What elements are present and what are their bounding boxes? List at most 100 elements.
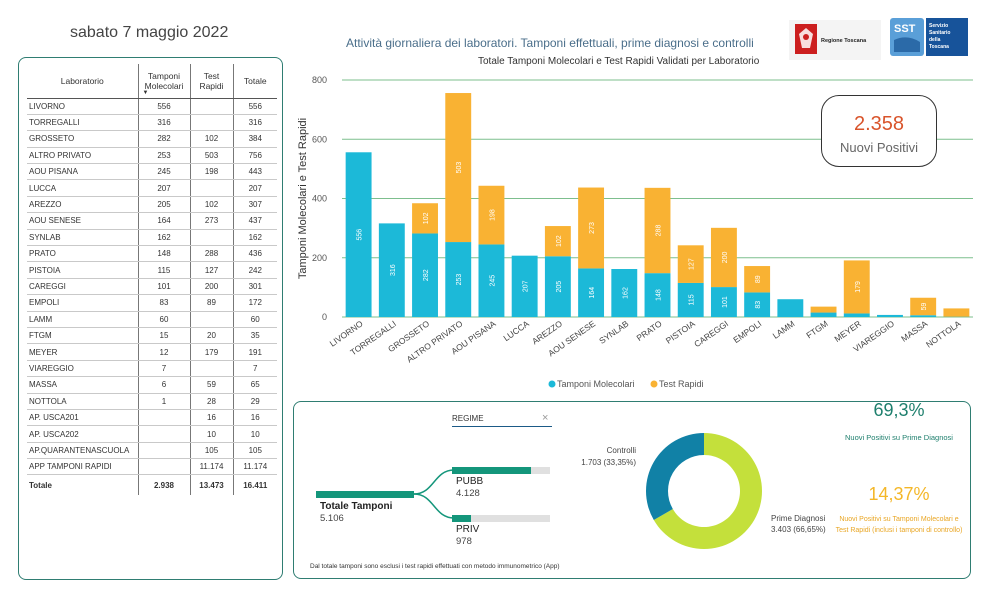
- table-row[interactable]: PISTOIA 115 127 242: [27, 261, 277, 279]
- positives-on-tests-label: Nuovi Positivi su Tamponi Molecolari e T…: [835, 516, 963, 534]
- bar-molecolari[interactable]: [544, 256, 571, 317]
- table-row[interactable]: VIAREGGIO 7 7: [27, 360, 277, 378]
- bar-molecolari[interactable]: [478, 244, 505, 317]
- table-row[interactable]: APP TAMPONI RAPIDI 11.174 11.174: [27, 458, 277, 476]
- cell-molecolari: 115: [138, 261, 191, 279]
- bar-molecolari[interactable]: [445, 242, 472, 317]
- x-tick-label: LAMM: [771, 318, 797, 340]
- bar-test-rapidi[interactable]: [478, 185, 505, 245]
- cell-totale: 384: [233, 130, 277, 148]
- bar-test-rapidi[interactable]: [544, 226, 571, 257]
- cell-totale: 162: [233, 229, 277, 247]
- bar-molecolari[interactable]: [345, 152, 372, 317]
- bar-test-rapidi[interactable]: [445, 93, 472, 243]
- cell-lab-name: TORREGALLI: [27, 114, 139, 132]
- table-row[interactable]: MEYER 12 179 191: [27, 343, 277, 361]
- table-row[interactable]: FTGM 15 20 35: [27, 327, 277, 345]
- bar-molecolari[interactable]: [877, 314, 903, 317]
- col-header-lab[interactable]: Laboratorio: [27, 64, 139, 99]
- bar-molecolari[interactable]: [810, 312, 837, 317]
- cell-test-rapidi: 105: [190, 442, 234, 460]
- bar-molecolari[interactable]: [644, 273, 671, 317]
- table-row[interactable]: ALTRO PRIVATO 253 503 756: [27, 147, 277, 165]
- bar-test-rapidi[interactable]: [644, 187, 671, 274]
- bar-test-rapidi-label: 198: [489, 209, 496, 221]
- col-header-mol[interactable]: Tamponi Molecolari ▼: [138, 64, 191, 99]
- report-date: sabato 7 maggio 2022: [70, 24, 229, 41]
- bar-molecolari[interactable]: [910, 315, 937, 317]
- bar-test-rapidi-label: 127: [689, 258, 696, 270]
- bar-molecolari[interactable]: [578, 268, 605, 317]
- bar-molecolari[interactable]: [378, 223, 405, 317]
- bar-molecolari[interactable]: [611, 269, 638, 317]
- table-row[interactable]: TORREGALLI 316 316: [27, 114, 277, 132]
- bar-molecolari[interactable]: [511, 255, 538, 317]
- table-total-row[interactable]: Totale 2.938 13.473 16.411: [27, 474, 277, 495]
- bar-molecolari[interactable]: [777, 299, 804, 317]
- table-row[interactable]: NOTTOLA 1 28 29: [27, 393, 277, 410]
- svg-text:SST: SST: [894, 23, 916, 35]
- bar-molecolari-label: 162: [622, 287, 629, 299]
- cell-test-rapidi: 28: [190, 393, 234, 410]
- table-row[interactable]: SYNLAB 162 162: [27, 229, 277, 247]
- tree-pubb-bar[interactable]: [452, 467, 550, 474]
- cell-lab-name: PISTOIA: [27, 261, 139, 279]
- bar-test-rapidi[interactable]: [843, 260, 870, 314]
- table-row[interactable]: GROSSETO 282 102 384: [27, 130, 277, 148]
- table-row[interactable]: MASSA 6 59 65: [27, 376, 277, 394]
- col-header-total[interactable]: Totale: [233, 64, 277, 99]
- col-header-rapid[interactable]: Test Rapidi: [190, 64, 234, 99]
- x-tick-label: SYNLAB: [597, 318, 630, 346]
- cell-molecolari: [138, 458, 191, 476]
- cell-lab-name: Totale: [27, 474, 139, 495]
- legend-label[interactable]: Test Rapidi: [659, 379, 704, 389]
- donut-slice-controlli[interactable]: [646, 433, 704, 521]
- cell-test-rapidi: [190, 98, 234, 115]
- bar-test-rapidi[interactable]: [677, 245, 704, 283]
- tree-root-bar[interactable]: [316, 491, 414, 498]
- donut-slice-prime-diagnosi[interactable]: [653, 433, 762, 549]
- bar-test-rapidi[interactable]: [744, 266, 771, 293]
- cell-totale: 16.411: [243, 480, 268, 490]
- bar-test-rapidi[interactable]: [412, 203, 438, 234]
- bar-molecolari[interactable]: [677, 282, 704, 317]
- cell-totale: 35: [233, 327, 277, 345]
- bar-test-rapidi[interactable]: [810, 306, 837, 313]
- bar-molecolari[interactable]: [710, 287, 737, 317]
- y-tick-label: 200: [312, 253, 327, 263]
- bar-molecolari[interactable]: [843, 313, 870, 317]
- table-row[interactable]: AP.QUARANTENASCUOLA 105 105: [27, 442, 277, 460]
- stacked-bar-chart[interactable]: 0 200 400 600 800 Tamponi Molecolari e Test R…: [290, 68, 980, 398]
- legend-label[interactable]: Tamponi Molecolari: [557, 379, 635, 389]
- table-row[interactable]: AP. USCA202 10 10: [27, 425, 277, 443]
- table-row[interactable]: AREZZO 205 102 307: [27, 196, 277, 214]
- bar-test-rapidi[interactable]: [578, 187, 605, 269]
- close-icon[interactable]: ×: [542, 412, 549, 424]
- table-row[interactable]: LAMM 60 60: [27, 311, 277, 328]
- table-row[interactable]: CAREGGI 101 200 301: [27, 278, 277, 296]
- table-row[interactable]: AOU SENESE 164 273 437: [27, 212, 277, 230]
- bar-molecolari[interactable]: [412, 233, 438, 317]
- table-row[interactable]: AP. USCA201 16 16: [27, 409, 277, 427]
- bar-test-rapidi[interactable]: [943, 308, 970, 317]
- tree-priv-bar[interactable]: [452, 515, 550, 522]
- bar-test-rapidi-label: 200: [722, 252, 729, 264]
- cell-molecolari: 253: [138, 147, 191, 165]
- cell-molecolari: 2.938: [138, 474, 191, 495]
- donut-chart[interactable]: [644, 429, 764, 553]
- cell-totale: 307: [233, 196, 277, 214]
- bar-test-rapidi[interactable]: [910, 297, 937, 316]
- cell-test-rapidi: 200: [190, 278, 234, 296]
- x-tick-label: CAREGGI: [692, 318, 730, 349]
- table-row[interactable]: AOU PISANA 245 198 443: [27, 163, 277, 181]
- bar-test-rapidi[interactable]: [710, 227, 737, 288]
- table-row[interactable]: EMPOLI 83 89 172: [27, 294, 277, 312]
- bar-molecolari[interactable]: [744, 292, 771, 317]
- table-row[interactable]: LIVORNO 556 556: [27, 98, 277, 115]
- cell-lab-name: NOTTOLA: [27, 393, 139, 410]
- cell-lab-name: AP. USCA201: [27, 409, 139, 427]
- regime-filter[interactable]: REGIME: [452, 414, 552, 427]
- table-row[interactable]: PRATO 148 288 436: [27, 245, 277, 263]
- table-row[interactable]: LUCCA 207 207: [27, 179, 277, 197]
- bar-molecolari-label: 205: [556, 281, 563, 293]
